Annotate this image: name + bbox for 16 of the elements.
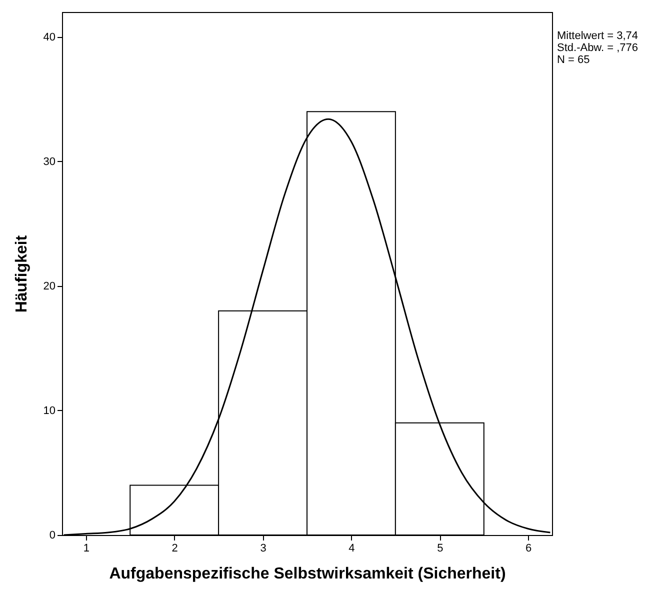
y-tick-label: 20	[43, 280, 56, 292]
text: Std.-Abw. = ,776	[557, 42, 638, 54]
x-tick-label: 6	[526, 542, 532, 554]
x-tick-label: 2	[172, 542, 178, 554]
y-tick-label: 0	[49, 530, 56, 542]
x-tick-label: 5	[437, 542, 444, 554]
text: Mittelwert = 3,74	[557, 30, 638, 42]
x-tick-label: 4	[348, 542, 355, 554]
y-axis-title: Häufigkeit	[13, 234, 30, 313]
x-tick-label: 3	[260, 542, 266, 554]
x-tick-label: 1	[83, 542, 90, 554]
y-tick-label: 40	[43, 31, 56, 44]
y-tick-label: 30	[43, 156, 56, 168]
text: N = 65	[557, 54, 591, 66]
y-tick-label: 10	[43, 404, 56, 417]
x-axis-title: Aufgabenspezifische Selbstwirksamkeit (Sicherheit)	[109, 566, 506, 582]
